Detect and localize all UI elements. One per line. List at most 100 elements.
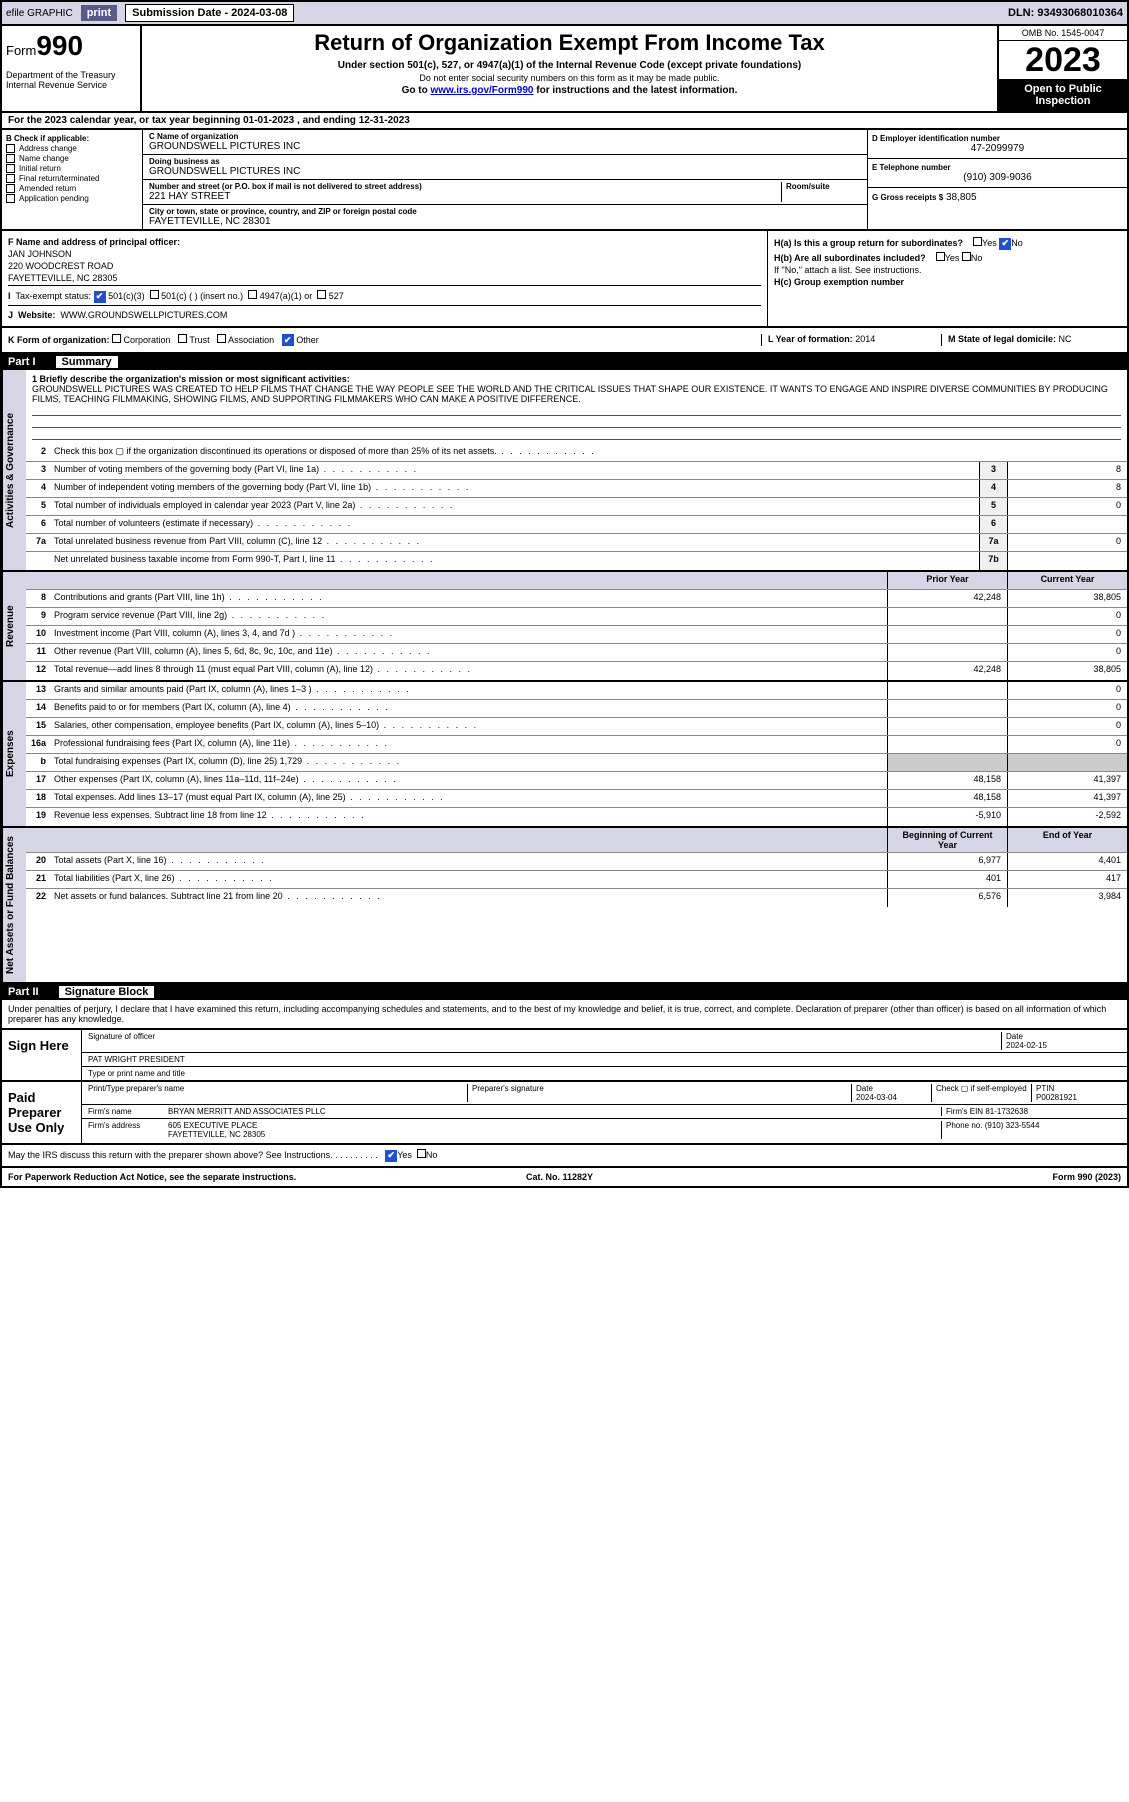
curr-value: 0 bbox=[1007, 736, 1127, 753]
checkbox-icon bbox=[112, 334, 121, 343]
hb-label: H(b) Are all subordinates included? bbox=[774, 253, 926, 263]
prep-date: 2024-03-04 bbox=[856, 1093, 897, 1102]
row-value: 0 bbox=[1007, 534, 1127, 551]
row-num: 8 bbox=[26, 590, 50, 607]
firm-phone: (910) 323-5544 bbox=[985, 1121, 1040, 1130]
k-option: Corporation bbox=[124, 335, 171, 345]
prior-value bbox=[887, 754, 1007, 771]
phone: (910) 309-9036 bbox=[872, 172, 1123, 183]
row-num: 4 bbox=[26, 480, 50, 497]
irs-link[interactable]: www.irs.gov/Form990 bbox=[430, 85, 533, 96]
b-option: Application pending bbox=[19, 194, 89, 203]
b-option: Initial return bbox=[19, 164, 61, 173]
open-inspection: Open to Public Inspection bbox=[999, 79, 1127, 111]
ptin: P00281921 bbox=[1036, 1093, 1077, 1102]
row-num: 15 bbox=[26, 718, 50, 735]
curr-value: 41,397 bbox=[1007, 772, 1127, 789]
curr-value: 38,805 bbox=[1007, 590, 1127, 607]
row-num: b bbox=[26, 754, 50, 771]
prior-year-hdr: Prior Year bbox=[887, 572, 1007, 589]
room-label: Room/suite bbox=[786, 182, 861, 191]
row-num: 12 bbox=[26, 662, 50, 680]
row-text: Total revenue—add lines 8 through 11 (mu… bbox=[50, 662, 887, 680]
subtitle-2: Do not enter social security numbers on … bbox=[150, 73, 989, 83]
checkbox-icon bbox=[178, 334, 187, 343]
b-label: B Check if applicable: bbox=[6, 134, 138, 143]
prior-value: 48,158 bbox=[887, 772, 1007, 789]
row-text: Total unrelated business revenue from Pa… bbox=[50, 534, 979, 551]
b-option: Final return/terminated bbox=[19, 174, 99, 183]
row-text: Total expenses. Add lines 13–17 (must eq… bbox=[50, 790, 887, 807]
b-option: Name change bbox=[19, 154, 69, 163]
footer-right: Form 990 (2023) bbox=[1052, 1172, 1121, 1182]
row-value bbox=[1007, 552, 1127, 570]
curr-value: 0 bbox=[1007, 608, 1127, 625]
governance-section: Activities & Governance 1 Briefly descri… bbox=[0, 370, 1129, 572]
row-text: Other expenses (Part IX, column (A), lin… bbox=[50, 772, 887, 789]
dba-label: Doing business as bbox=[149, 157, 861, 166]
paid-preparer: Paid Preparer Use Only Print/Type prepar… bbox=[0, 1082, 1129, 1145]
checkbox-icon bbox=[417, 1149, 426, 1158]
sign-here: Sign Here Signature of officerDate2024-0… bbox=[0, 1030, 1129, 1082]
501c3-checked-icon: ✔ bbox=[94, 291, 106, 303]
officer-addr2: FAYETTEVILLE, NC 28305 bbox=[8, 273, 761, 283]
tab-net-assets: Net Assets or Fund Balances bbox=[2, 828, 26, 982]
row-num: 18 bbox=[26, 790, 50, 807]
checkbox-icon[interactable] bbox=[6, 174, 15, 183]
row-text: Professional fundraising fees (Part IX, … bbox=[50, 736, 887, 753]
row-box: 7a bbox=[979, 534, 1007, 551]
row-box: 5 bbox=[979, 498, 1007, 515]
sig-officer-label: Signature of officer bbox=[88, 1032, 1001, 1050]
mission-text: GROUNDSWELL PICTURES WAS CREATED TO HELP… bbox=[32, 384, 1108, 404]
row-box: 4 bbox=[979, 480, 1007, 497]
row-box: 7b bbox=[979, 552, 1007, 570]
k-option: Other bbox=[296, 335, 319, 345]
checkbox-icon[interactable] bbox=[6, 144, 15, 153]
curr-value: -2,592 bbox=[1007, 808, 1127, 826]
perjury-text: Under penalties of perjury, I declare th… bbox=[0, 1000, 1129, 1030]
row-num: 16a bbox=[26, 736, 50, 753]
row-num: 7a bbox=[26, 534, 50, 551]
other-checked-icon: ✔ bbox=[282, 334, 294, 346]
org-name: GROUNDSWELL PICTURES INC bbox=[149, 141, 861, 152]
row-text: Total liabilities (Part X, line 26) bbox=[50, 871, 887, 888]
row-value bbox=[1007, 516, 1127, 533]
yes-checked-icon: ✔ bbox=[385, 1150, 397, 1162]
row-box: 6 bbox=[979, 516, 1007, 533]
tax-year: 2023 bbox=[999, 41, 1127, 79]
prior-value bbox=[887, 626, 1007, 643]
discuss-line: May the IRS discuss this return with the… bbox=[0, 1145, 1129, 1168]
checkbox-icon[interactable] bbox=[6, 184, 15, 193]
part2-num: Part II bbox=[8, 986, 39, 998]
checkbox-icon[interactable] bbox=[6, 154, 15, 163]
row-num: 3 bbox=[26, 462, 50, 479]
print-button[interactable]: print bbox=[81, 5, 117, 21]
blank-line bbox=[32, 404, 1121, 416]
j-label: Website: bbox=[18, 310, 55, 320]
officer-name: JAN JOHNSON bbox=[8, 249, 761, 259]
k-option: Trust bbox=[189, 335, 209, 345]
dba-name: GROUNDSWELL PICTURES INC bbox=[149, 166, 861, 177]
curr-value bbox=[1007, 754, 1127, 771]
dept-treasury: Department of the Treasury Internal Reve… bbox=[6, 62, 136, 90]
checkbox-icon[interactable] bbox=[6, 164, 15, 173]
curr-value: 0 bbox=[1007, 644, 1127, 661]
c-name-label: C Name of organization bbox=[149, 132, 861, 141]
d-label: D Employer identification number bbox=[872, 134, 1123, 143]
g-label: G Gross receipts $ bbox=[872, 193, 943, 202]
checkbox-icon bbox=[150, 290, 159, 299]
firm-name: BRYAN MERRITT AND ASSOCIATES PLLC bbox=[168, 1107, 941, 1116]
row-num: 20 bbox=[26, 853, 50, 870]
f-label: F Name and address of principal officer: bbox=[8, 237, 180, 247]
city: FAYETTEVILLE, NC 28301 bbox=[149, 216, 861, 227]
row-text: Investment income (Part VIII, column (A)… bbox=[50, 626, 887, 643]
checkbox-icon[interactable] bbox=[6, 194, 15, 203]
curr-value: 4,401 bbox=[1007, 853, 1127, 870]
part2-header: Part II Signature Block bbox=[0, 984, 1129, 1000]
cat-no: Cat. No. 11282Y bbox=[526, 1172, 593, 1182]
row-text: Total number of individuals employed in … bbox=[50, 498, 979, 515]
section-f-to-j: F Name and address of principal officer:… bbox=[0, 231, 1129, 328]
topbar: efile GRAPHIC print Submission Date - 20… bbox=[0, 0, 1129, 26]
footer-left: For Paperwork Reduction Act Notice, see … bbox=[8, 1172, 296, 1182]
row-text: Other revenue (Part VIII, column (A), li… bbox=[50, 644, 887, 661]
